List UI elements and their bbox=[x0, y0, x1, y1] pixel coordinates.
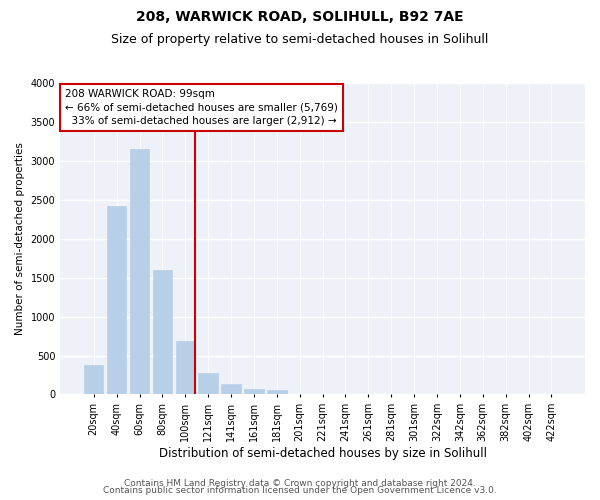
Bar bbox=[176, 342, 195, 394]
Bar bbox=[221, 384, 241, 394]
Bar bbox=[107, 206, 127, 394]
Bar bbox=[84, 365, 103, 394]
X-axis label: Distribution of semi-detached houses by size in Solihull: Distribution of semi-detached houses by … bbox=[158, 447, 487, 460]
Bar bbox=[130, 149, 149, 394]
Bar bbox=[267, 390, 287, 394]
Text: 208 WARWICK ROAD: 99sqm
← 66% of semi-detached houses are smaller (5,769)
  33% : 208 WARWICK ROAD: 99sqm ← 66% of semi-de… bbox=[65, 89, 338, 126]
Bar bbox=[244, 389, 263, 394]
Y-axis label: Number of semi-detached properties: Number of semi-detached properties bbox=[15, 142, 25, 335]
Bar bbox=[152, 270, 172, 394]
Text: Contains public sector information licensed under the Open Government Licence v3: Contains public sector information licen… bbox=[103, 486, 497, 495]
Text: Contains HM Land Registry data © Crown copyright and database right 2024.: Contains HM Land Registry data © Crown c… bbox=[124, 478, 476, 488]
Text: Size of property relative to semi-detached houses in Solihull: Size of property relative to semi-detach… bbox=[112, 32, 488, 46]
Text: 208, WARWICK ROAD, SOLIHULL, B92 7AE: 208, WARWICK ROAD, SOLIHULL, B92 7AE bbox=[136, 10, 464, 24]
Bar bbox=[199, 374, 218, 394]
